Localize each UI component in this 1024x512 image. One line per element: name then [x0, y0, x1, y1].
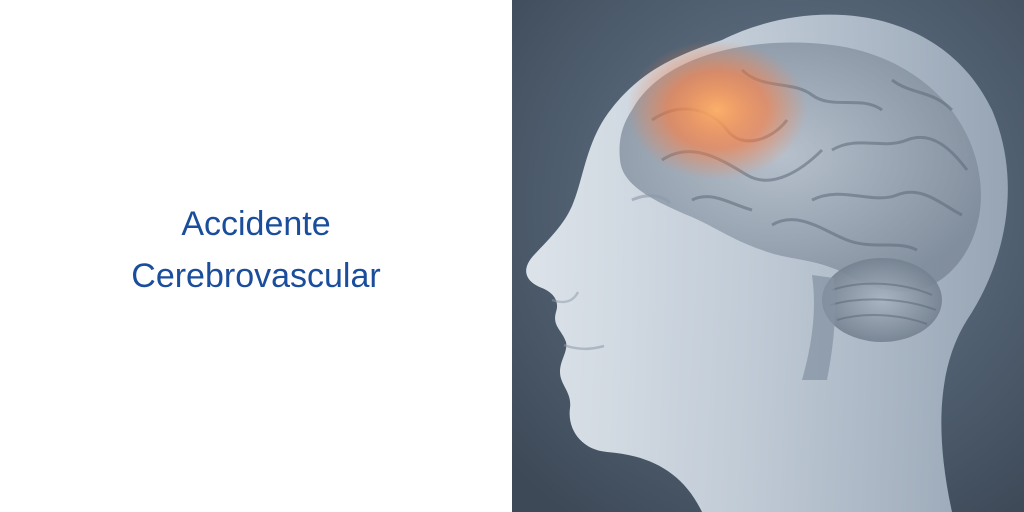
- eye-line: [631, 194, 672, 205]
- head-illustration: [512, 0, 1024, 512]
- title-line-1: Accidente: [181, 205, 331, 243]
- head-brain-image: [512, 0, 1024, 512]
- title-panel: Accidente Cerebrovascular: [131, 198, 381, 302]
- nostril-line: [551, 291, 580, 304]
- title-line-2: Cerebrovascular: [131, 257, 381, 295]
- cerebellum-folds: [829, 282, 937, 325]
- brain-stem: [802, 275, 836, 380]
- stroke-highlight: [627, 40, 807, 180]
- page-title: Accidente Cerebrovascular: [131, 198, 380, 302]
- lips-line: [563, 343, 605, 351]
